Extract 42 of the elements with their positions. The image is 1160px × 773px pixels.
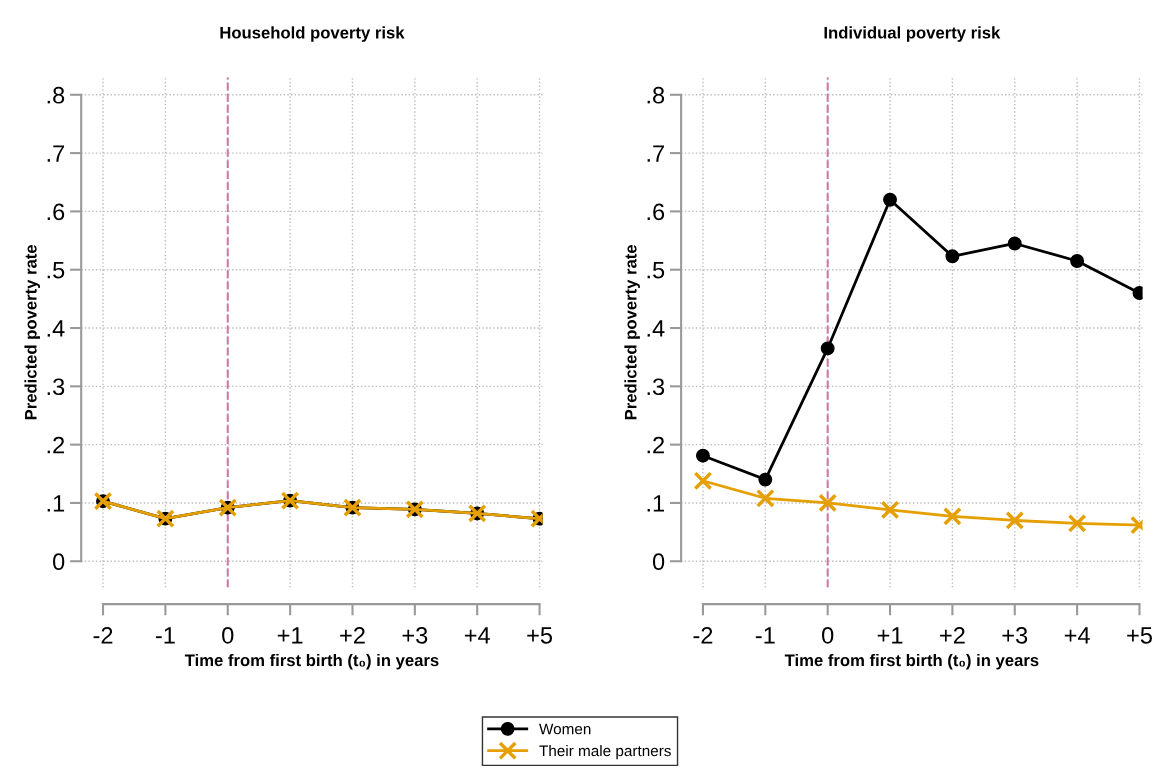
x-tick-label: -2 bbox=[693, 626, 713, 644]
y-tick-label: .7 bbox=[47, 145, 65, 162]
y-tick-label: .4 bbox=[47, 320, 65, 337]
x-tick-label: +4 bbox=[1064, 627, 1090, 644]
y-tick-label: .6 bbox=[47, 203, 65, 221]
y-tick-label: .1 bbox=[647, 495, 664, 512]
y-tick-label: .8 bbox=[647, 86, 665, 104]
x-tick-label: +1 bbox=[277, 627, 303, 644]
y-tick-label: 0 bbox=[53, 553, 65, 571]
x-tick-label: +5 bbox=[527, 627, 553, 644]
x-tick-label: -2 bbox=[93, 626, 113, 644]
x-axis-title: Time from first birth (t₀) in years bbox=[184, 653, 439, 670]
y-tick-label: .3 bbox=[647, 378, 665, 396]
y-tick-label: .5 bbox=[47, 262, 65, 279]
x-tick-label: +1 bbox=[877, 627, 903, 644]
y-tick-label: .4 bbox=[647, 320, 665, 337]
x-tick-label: -1 bbox=[155, 627, 175, 644]
y-tick-label: .2 bbox=[47, 436, 65, 454]
x-tick-label: 0 bbox=[822, 626, 834, 644]
y-tick-label: .6 bbox=[647, 203, 665, 221]
x-tick-label: +2 bbox=[340, 626, 365, 644]
chart-title: Household poverty risk bbox=[220, 26, 405, 42]
y-tick-label: .2 bbox=[647, 436, 664, 454]
legend-label: Their male partners bbox=[539, 745, 671, 760]
x-tick-label: +5 bbox=[1127, 627, 1152, 644]
legend-label: Women bbox=[539, 723, 591, 735]
y-axis-title: Predicted poverty rate bbox=[624, 244, 640, 420]
x-tick-label: +2 bbox=[940, 626, 965, 644]
x-tick-label: -1 bbox=[755, 627, 775, 644]
y-tick-label: .5 bbox=[647, 262, 665, 279]
y-tick-label: .1 bbox=[47, 495, 65, 512]
y-tick-label: 0 bbox=[652, 553, 665, 571]
y-tick-label: .3 bbox=[47, 378, 65, 396]
x-tick-label: +3 bbox=[402, 626, 428, 644]
y-axis-title: Predicted poverty rate bbox=[24, 244, 40, 420]
x-tick-label: +3 bbox=[1002, 626, 1028, 644]
x-tick-label: +4 bbox=[464, 627, 490, 644]
y-tick-label: .7 bbox=[647, 145, 664, 162]
x-tick-label: 0 bbox=[222, 626, 234, 644]
chart-title: Individual poverty risk bbox=[824, 26, 1001, 42]
y-tick-label: .8 bbox=[47, 86, 65, 104]
x-axis-title: Time from first birth (t₀) in years bbox=[784, 653, 1039, 670]
